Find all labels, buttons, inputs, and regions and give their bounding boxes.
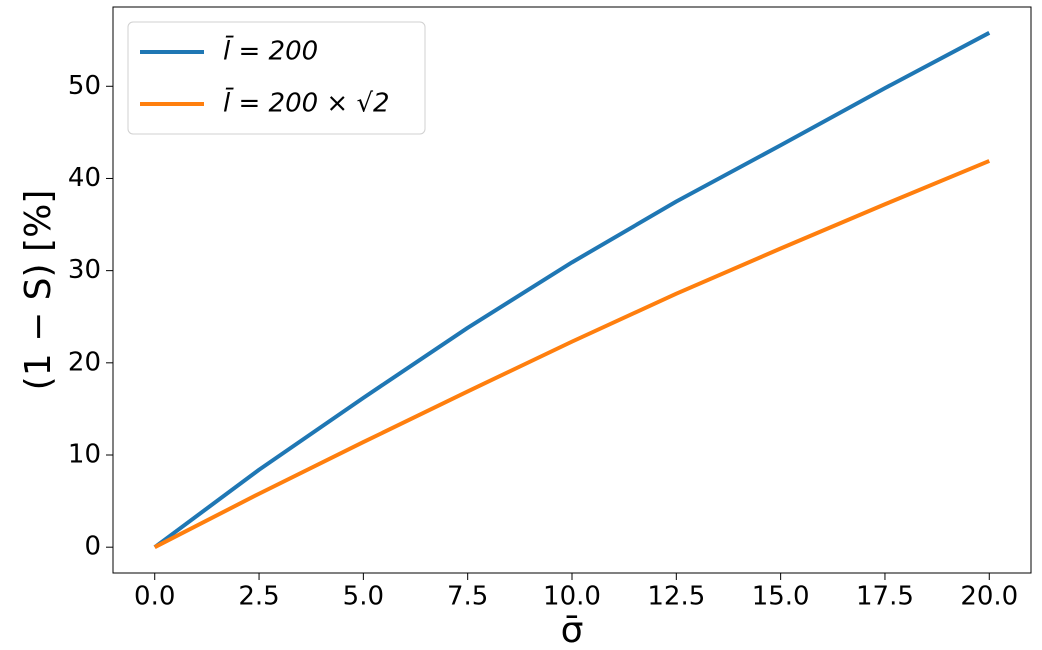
legend-label: l̄ = 200: [223, 35, 318, 67]
x-axis-label: σ̄: [561, 610, 584, 650]
y-tick-label: 40: [68, 163, 101, 193]
x-tick-label: 10.0: [543, 582, 601, 612]
x-tick-label: 20.0: [960, 582, 1018, 612]
x-tick-label: 7.5: [447, 582, 488, 612]
y-tick-label: 0: [84, 532, 101, 562]
line: [153, 159, 991, 549]
y-tick-label: 30: [68, 255, 101, 285]
legend-label: l̄ = 200 × √2: [223, 87, 390, 119]
x-tick-label: 0.0: [134, 582, 175, 612]
x-tick-label: 5.0: [343, 582, 384, 612]
y-tick-label: 50: [68, 71, 101, 101]
plot-frame: [112, 6, 1032, 574]
y-tick-label: 10: [68, 440, 101, 470]
x-tick-label: 2.5: [238, 582, 279, 612]
y-tick-label: 20: [68, 347, 101, 377]
x-tick-label: 12.5: [647, 582, 705, 612]
x-tick-label: 15.0: [752, 582, 810, 612]
line: [153, 31, 991, 549]
y-axis-label: (1 − S) [%]: [18, 190, 59, 391]
x-tick-label: 17.5: [856, 582, 914, 612]
